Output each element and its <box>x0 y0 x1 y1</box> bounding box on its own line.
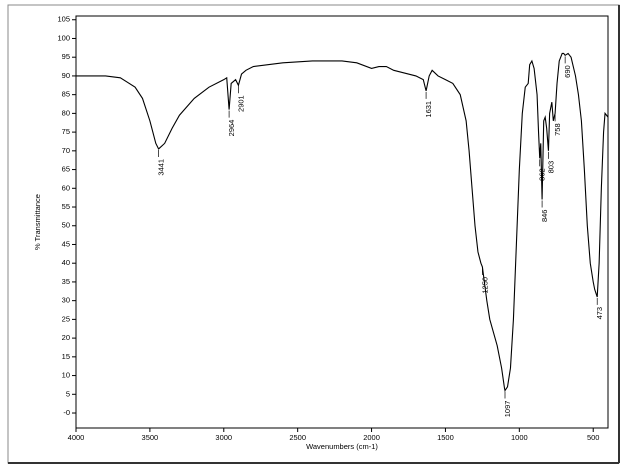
peak-label: 862 <box>538 168 547 181</box>
peak-label: 3441 <box>157 159 166 176</box>
x-tick-label: 500 <box>587 433 600 442</box>
peak-label: 1631 <box>424 101 433 118</box>
y-tick-label: 65 <box>62 165 70 174</box>
x-tick-label: 1000 <box>511 433 528 442</box>
peak-label: 803 <box>546 161 555 174</box>
x-tick-label: 2500 <box>289 433 306 442</box>
x-tick-label: 3500 <box>142 433 159 442</box>
y-tick-label: 30 <box>62 296 70 305</box>
y-tick-label: 40 <box>62 258 70 267</box>
y-tick-label: 50 <box>62 221 70 230</box>
x-tick-label: 3000 <box>215 433 232 442</box>
peak-label: 690 <box>563 65 572 78</box>
peak-label: 758 <box>553 123 562 136</box>
peak-label: 846 <box>540 210 549 223</box>
y-tick-label: 70 <box>62 146 70 155</box>
y-tick-label: 20 <box>62 333 70 342</box>
y-tick-label: 5 <box>66 389 70 398</box>
y-tick-label: 10 <box>62 371 70 380</box>
y-tick-label: 85 <box>62 90 70 99</box>
y-tick-label: 25 <box>62 314 70 323</box>
x-tick-label: 4000 <box>68 433 85 442</box>
y-tick-label: -0 <box>63 408 70 417</box>
y-tick-label: 90 <box>62 71 70 80</box>
peak-label: 2964 <box>227 120 236 137</box>
outer-frame <box>7 4 620 464</box>
spectrum-line <box>76 52 609 392</box>
x-tick-label: 1500 <box>437 433 454 442</box>
plot-frame <box>75 15 609 429</box>
x-axis-label: Wavenumbers (cm-1) <box>306 442 378 451</box>
y-tick-label: 15 <box>62 352 70 361</box>
y-tick-label: 100 <box>57 33 70 42</box>
peak-label: 2901 <box>236 95 245 112</box>
y-tick-label: 55 <box>62 202 70 211</box>
y-tick-label: 60 <box>62 183 70 192</box>
x-tick-label: 2000 <box>363 433 380 442</box>
y-tick-label: 75 <box>62 127 70 136</box>
peak-label: 1250 <box>480 277 489 294</box>
y-tick-label: 80 <box>62 108 70 117</box>
y-tick-label: 45 <box>62 239 70 248</box>
y-tick-label: 35 <box>62 277 70 286</box>
y-tick-label: 105 <box>57 15 70 24</box>
peak-label: 1097 <box>503 401 512 418</box>
peak-label: 473 <box>595 307 604 320</box>
y-tick-label: 95 <box>62 52 70 61</box>
y-axis-label: % Transmittance <box>33 194 42 250</box>
